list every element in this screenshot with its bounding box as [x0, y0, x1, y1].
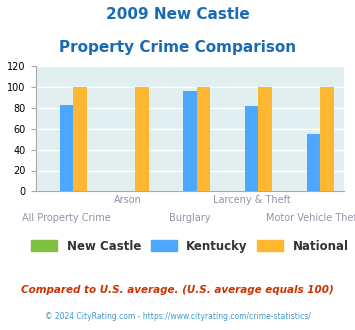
Text: 2009 New Castle: 2009 New Castle: [106, 7, 249, 21]
Text: All Property Crime: All Property Crime: [22, 213, 111, 223]
Text: Motor Vehicle Theft: Motor Vehicle Theft: [266, 213, 355, 223]
Text: Burglary: Burglary: [169, 213, 211, 223]
Bar: [183, 91, 197, 191]
Bar: [197, 87, 210, 191]
Text: Property Crime Comparison: Property Crime Comparison: [59, 40, 296, 54]
Text: © 2024 CityRating.com - https://www.cityrating.com/crime-statistics/: © 2024 CityRating.com - https://www.city…: [45, 312, 310, 321]
Bar: [258, 87, 272, 191]
Bar: [307, 134, 320, 191]
Bar: [135, 87, 148, 191]
Text: Arson: Arson: [114, 195, 142, 205]
Text: Compared to U.S. average. (U.S. average equals 100): Compared to U.S. average. (U.S. average …: [21, 285, 334, 295]
Bar: [320, 87, 334, 191]
Bar: [245, 106, 258, 191]
Legend: New Castle, Kentucky, National: New Castle, Kentucky, National: [27, 235, 353, 257]
Bar: [60, 105, 73, 191]
Text: Larceny & Theft: Larceny & Theft: [213, 195, 291, 205]
Bar: [73, 87, 87, 191]
